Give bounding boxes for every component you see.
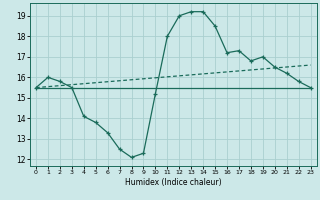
X-axis label: Humidex (Indice chaleur): Humidex (Indice chaleur) — [125, 178, 222, 187]
